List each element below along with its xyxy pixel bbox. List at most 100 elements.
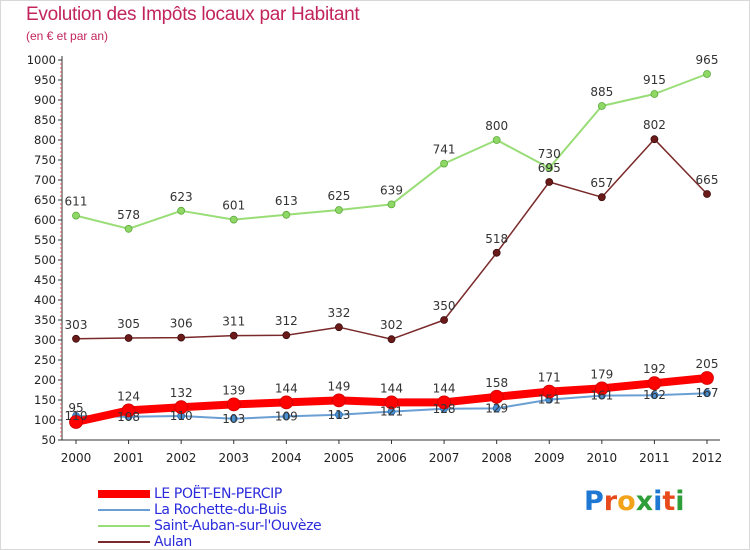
y-tick-label: 350 [34,313,56,327]
data-label: 613 [275,194,298,208]
legend-swatch-la-rochette-du-buis [98,509,150,511]
data-label: 802 [643,118,666,132]
legend-label: La Rochette-du-Buis [154,502,287,518]
data-label: 162 [643,388,666,402]
data-label: 578 [117,208,140,222]
data-point [440,316,448,324]
logo-letter: P [584,486,604,517]
data-point [335,410,343,419]
data-label: 306 [170,317,193,331]
proxiti-logo: Proxiti [584,486,685,517]
logo-letter: i [675,486,685,517]
y-tick-label: 850 [34,113,56,127]
data-label: 303 [65,318,88,332]
y-tick-label: 400 [34,293,56,307]
data-label: 121 [380,405,403,419]
data-point [384,395,399,410]
data-label: 885 [590,85,613,99]
data-point [545,178,554,186]
data-label: 161 [590,389,613,403]
data-label: 695 [538,161,561,175]
x-tick-label: 2006 [376,451,407,465]
data-point [282,412,291,421]
data-point [650,90,659,98]
data-label: 108 [117,410,140,424]
data-label: 132 [170,386,193,400]
data-point [597,102,606,110]
legend-swatch-aulan [98,541,150,543]
data-label: 124 [117,389,140,403]
data-point [332,393,346,408]
x-tick-label: 2010 [587,451,618,465]
data-label: 965 [696,53,719,67]
y-tick-label: 600 [34,213,56,227]
data-label: 128 [433,402,456,416]
y-tick-label: 800 [34,133,56,147]
data-point [279,395,294,410]
data-point [703,70,711,78]
data-label: 109 [275,409,298,423]
x-tick-label: 2009 [534,451,565,465]
x-tick-label: 2008 [481,451,512,465]
data-label: 305 [117,317,140,331]
data-label: 171 [538,371,561,385]
x-tick-label: 2001 [113,451,144,465]
data-point [703,190,711,198]
data-point [387,335,396,344]
y-tick-label: 750 [34,153,56,167]
data-label: 657 [590,176,613,190]
chart-subtitle: (en € et par an) [26,29,109,43]
x-tick-label: 2003 [218,451,249,465]
data-label: 639 [380,183,403,197]
data-label: 167 [696,386,719,400]
data-label: 800 [485,119,508,133]
data-point [72,334,80,343]
data-point [282,331,291,340]
data-label: 129 [485,401,508,415]
data-label: 665 [696,173,719,187]
chart-title: Evolution des Impôts locaux par Habitant [26,4,360,25]
data-label: 611 [65,195,88,209]
data-point [650,135,659,144]
data-point [121,403,136,418]
data-label: 144 [433,381,456,395]
data-point [282,210,291,219]
y-tick-label: 650 [34,193,56,207]
data-point [489,389,504,404]
data-label: 312 [275,314,298,328]
data-label: 139 [222,383,245,397]
data-point [335,323,343,332]
data-label: 158 [485,376,508,390]
y-tick-label: 200 [34,373,56,387]
data-label: 311 [222,315,245,329]
data-label: 179 [590,367,613,381]
data-point [177,206,186,215]
data-point [69,415,83,429]
x-tick-label: 2012 [692,451,723,465]
x-tick-label: 2005 [324,451,355,465]
y-tick-label: 100 [34,413,56,427]
data-label: 623 [170,190,193,204]
data-label: 151 [538,393,561,407]
data-point [650,391,659,400]
data-label: 144 [275,381,298,395]
data-point [542,384,557,399]
legend-label: LE POËT-EN-PERCIP [154,486,282,502]
data-label: 149 [327,379,350,393]
data-point [226,397,241,412]
y-tick-label: 550 [34,233,56,247]
y-tick-label: 50 [41,433,56,447]
y-tick-label: 250 [34,353,56,367]
data-point [335,206,343,214]
data-point [703,389,711,398]
data-label: 110 [170,409,193,423]
data-label: 110 [65,409,88,423]
y-tick-label: 1000 [27,53,56,67]
legend-label: Saint-Auban-sur-l'Ouvèze [154,518,322,534]
data-point [700,371,714,385]
legend-label: Aulan [154,534,192,550]
data-point [437,395,451,410]
data-point [492,136,501,144]
y-tick-label: 150 [34,393,56,407]
data-label: 103 [222,412,245,426]
